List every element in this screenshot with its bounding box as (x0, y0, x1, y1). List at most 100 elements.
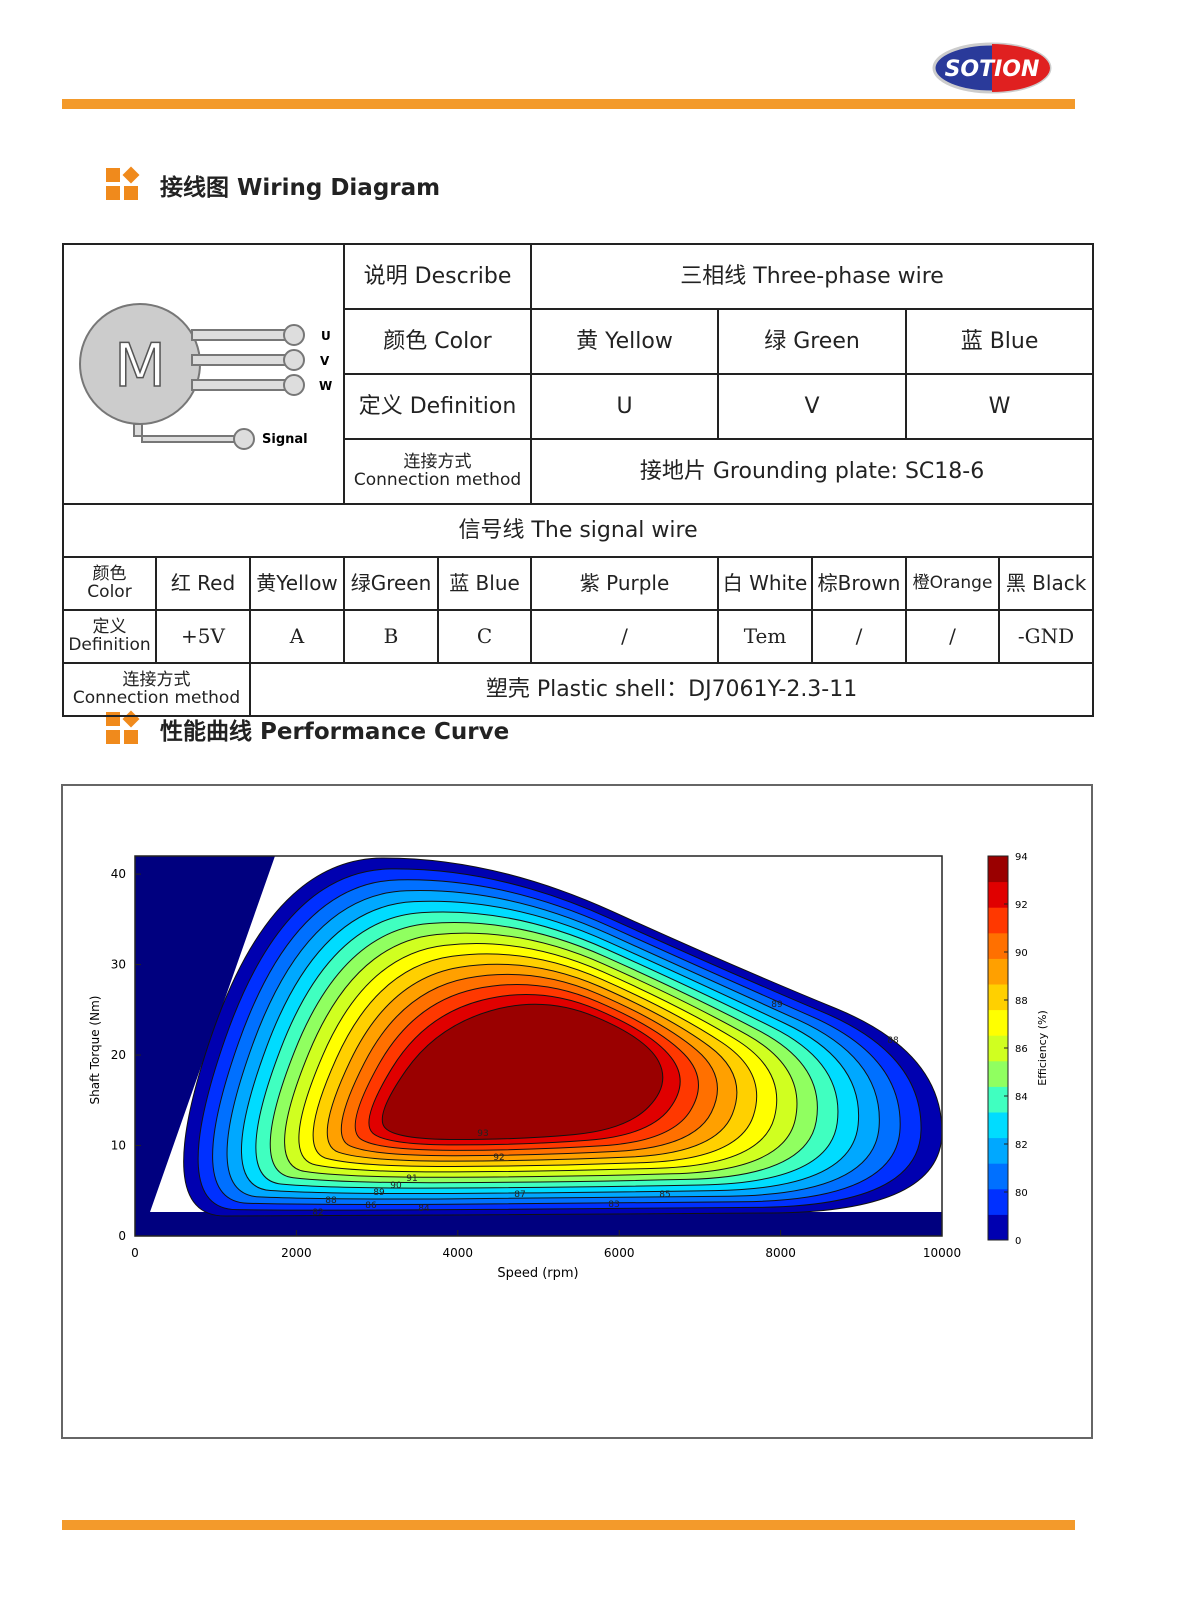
contour-label: 85 (659, 1190, 670, 1200)
diagram: M U V W Signal (79, 303, 332, 451)
section-title-text: 接线图 Wiring Diagram (160, 175, 441, 201)
cell: / (530, 609, 720, 665)
cell: 棕Brown (811, 556, 908, 612)
contour-label: 91 (406, 1174, 417, 1184)
colorbar-segment (988, 1086, 1008, 1113)
cell: 蓝 Blue (437, 556, 533, 612)
contour-label: 88 (325, 1196, 337, 1206)
colorbar-tick-label: 86 (1015, 1044, 1028, 1055)
cell: W (905, 373, 1095, 441)
wire-label: V (320, 354, 330, 368)
cell: 黑 Black (998, 556, 1095, 612)
y-tick-label: 20 (111, 1048, 126, 1062)
cell: A (248, 609, 346, 665)
cell: 紫 Purple (530, 556, 720, 612)
colorbar-segment (988, 881, 1008, 908)
top-rule (62, 99, 1075, 109)
contour-label: 89 (771, 1000, 783, 1010)
x-axis-label: Speed (rpm) (497, 1266, 578, 1281)
colorbar-segment (988, 1214, 1008, 1241)
section-title: 接线图 Wiring Diagram (106, 166, 441, 202)
colorbar-segment (988, 907, 1008, 934)
section-title: 性能曲线 Performance Curve (106, 710, 510, 746)
contour-label: 84 (418, 1204, 430, 1214)
contour-label: 83 (608, 1200, 619, 1210)
cell: 白 White (717, 556, 814, 612)
contour-label: 88 (887, 1036, 899, 1046)
colorbar-segment (988, 1035, 1008, 1062)
colorbar-tick-label: 92 (1015, 900, 1028, 911)
colorbar-segment (988, 856, 1008, 883)
cell: 橙Orange (905, 556, 1001, 612)
cell: -GND (998, 609, 1095, 665)
cell: 连接方式 Connection method (62, 662, 251, 718)
colorbar-segment (988, 958, 1008, 985)
cell: 连接方式 Connection method (343, 438, 533, 506)
x-tick-label: 8000 (765, 1246, 796, 1260)
colorbar-tick-label: 84 (1015, 1092, 1028, 1103)
contour-label: 87 (514, 1190, 525, 1200)
motor-label: M (114, 331, 166, 401)
colorbar-segment (988, 984, 1008, 1011)
colorbar-segment (988, 932, 1008, 959)
signal-label: Signal (262, 432, 308, 447)
colorbar-tick-label: 90 (1015, 948, 1028, 959)
cell: 颜色 Color (62, 556, 157, 612)
colorbar-segment (988, 1009, 1008, 1036)
x-tick-label: 10000 (923, 1246, 961, 1260)
cell: Tem (717, 609, 814, 665)
colorbar-segment (988, 1163, 1008, 1190)
cell: V (717, 373, 908, 441)
cell: / (905, 609, 1001, 665)
colorbar-segment (988, 1112, 1008, 1139)
cell: 接地片 Grounding plate: SC18-6 (530, 438, 1095, 506)
bottom-rule (62, 1520, 1075, 1530)
cell: 黄 Yellow (530, 308, 720, 376)
cell: 信号线 The signal wire (61, 503, 1095, 559)
cell: +5V (155, 609, 251, 665)
contour-label: 86 (365, 1201, 377, 1211)
y-tick-label: 30 (111, 958, 126, 972)
cell: 说明 Describe (343, 242, 533, 311)
cell: C (437, 609, 533, 665)
cell: 蓝 Blue (905, 308, 1095, 376)
colorbar-tick-label: 94 (1015, 852, 1028, 863)
cell: U (530, 373, 720, 441)
y-tick-label: 10 (111, 1139, 126, 1153)
y-axis-label: Shaft Torque (Nm) (88, 996, 102, 1105)
contour-label: 82 (312, 1208, 323, 1218)
cell: 三相线 Three-phase wire (530, 242, 1095, 311)
cell: / (811, 609, 908, 665)
cell: 绿 Green (717, 308, 908, 376)
logo: SOTION (932, 42, 1052, 94)
cell: 黄Yellow (248, 556, 346, 612)
plot-frame (134, 855, 943, 1237)
cell: 绿Green (343, 556, 440, 612)
contour-label: 93 (477, 1129, 488, 1139)
colorbar-tick-label: 82 (1015, 1140, 1028, 1151)
colorbar-tick-label: 80 (1015, 1188, 1028, 1199)
colorbar-tick-label: 88 (1015, 996, 1028, 1007)
x-tick-label: 6000 (604, 1246, 635, 1260)
cell: 塑壳 Plastic shell：DJ7061Y-2.3-11 (248, 662, 1095, 718)
y-tick-label: 40 (111, 867, 126, 881)
contour-label: 92 (493, 1153, 504, 1163)
cell: 红 Red (155, 556, 251, 612)
cell: B (343, 609, 440, 665)
logo-text: SOTION (945, 57, 1040, 82)
contour-band (381, 1003, 664, 1141)
colorbar-segment (988, 1137, 1008, 1164)
x-tick-label: 4000 (443, 1246, 474, 1260)
wire-label: U (321, 329, 331, 343)
cell: 定义 Definition (343, 373, 533, 441)
cell: 定义 Definition (62, 609, 157, 665)
contour-label: 90 (390, 1181, 402, 1191)
colorbar-label: Efficiency (%) (1036, 1010, 1049, 1086)
motor-diagram: M U V W Signal (61, 242, 346, 506)
low-region (135, 856, 942, 1236)
colorbar-tick-label: 0 (1015, 1236, 1021, 1247)
section-title-text: 性能曲线 Performance Curve (160, 719, 510, 745)
cell: 颜色 Color (343, 308, 533, 376)
